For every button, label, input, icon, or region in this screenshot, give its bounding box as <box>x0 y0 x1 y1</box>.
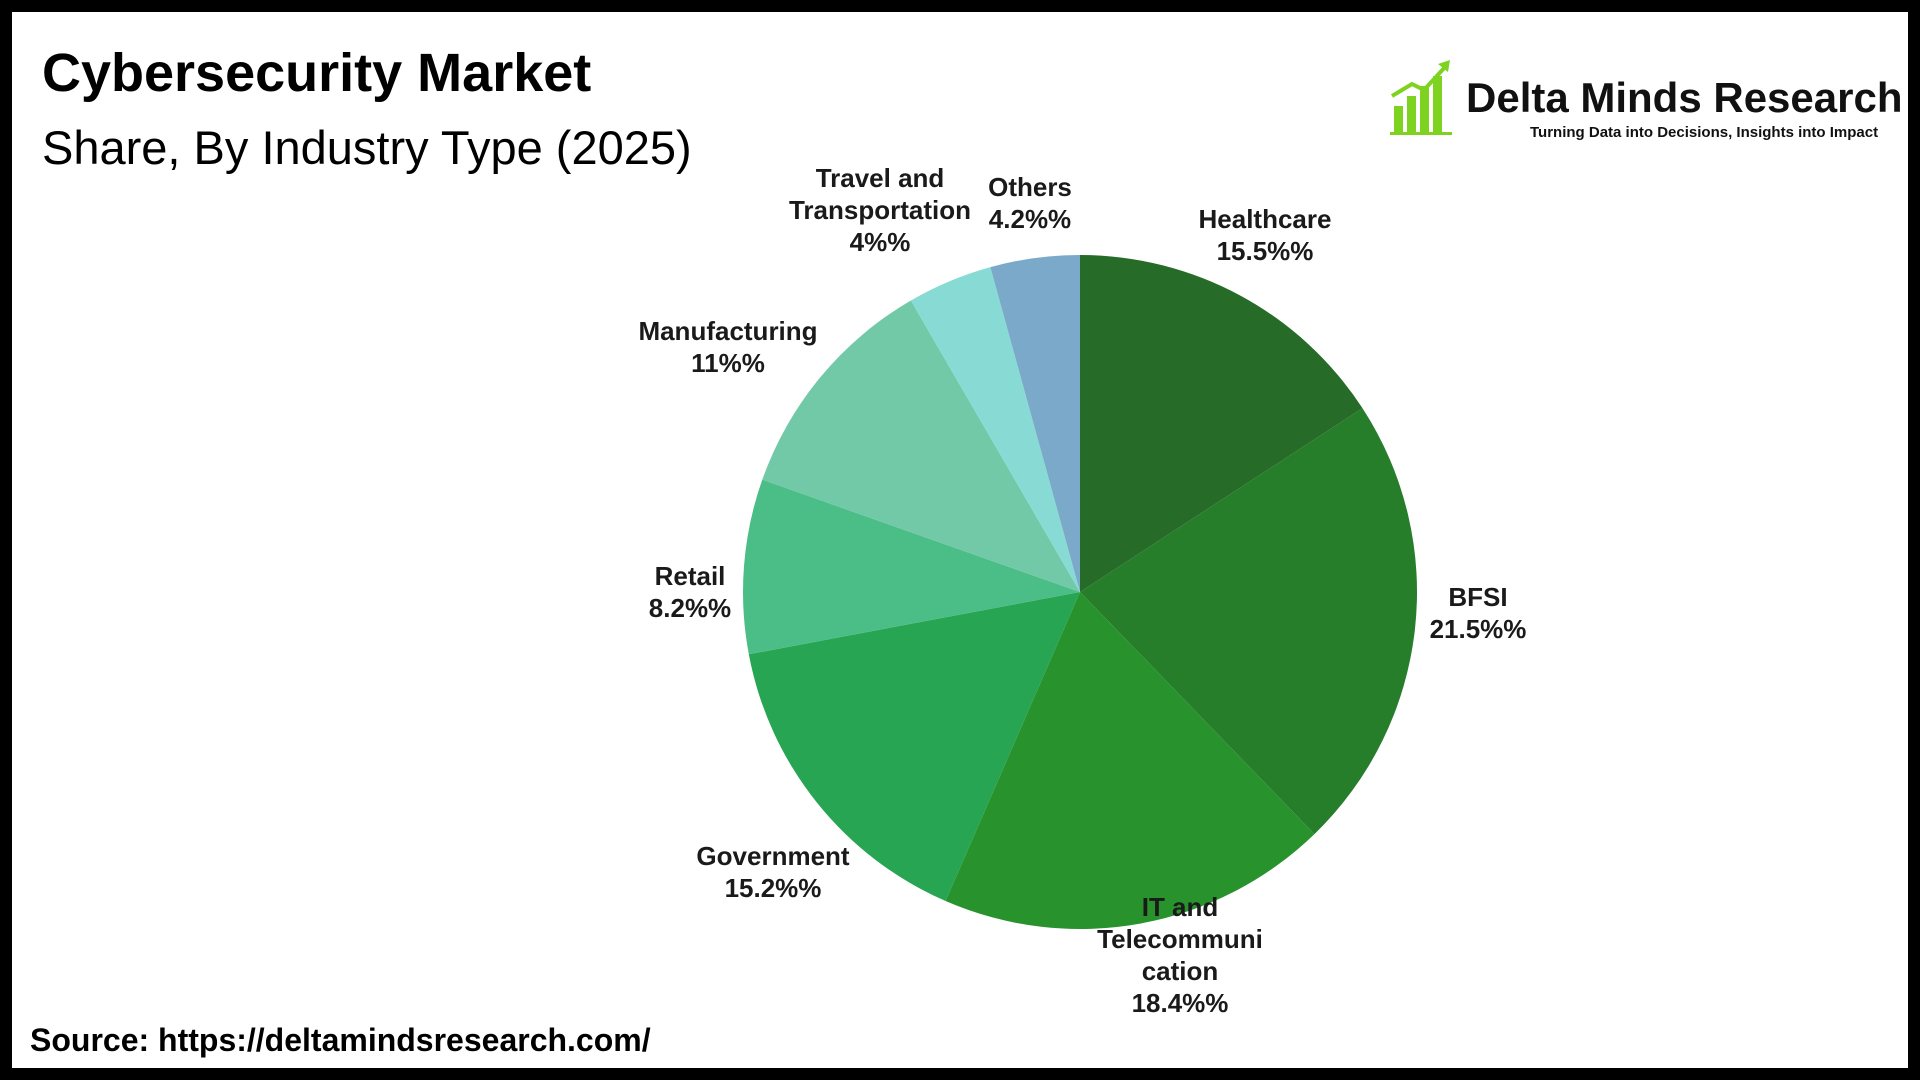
pie-slice-travel-and-transportation <box>910 267 1080 592</box>
slice-label-travel-and-transportation: Travel and <box>816 163 945 193</box>
pie-slice-it-and-telecommunication <box>945 592 1315 930</box>
brand-tagline: Turning Data into Decisions, Insights in… <box>1530 124 1879 141</box>
slice-label-it-and-telecommunication: Telecommuni <box>1097 924 1263 954</box>
pie-slice-government <box>748 592 1080 902</box>
slice-label-manufacturing: 11%% <box>691 348 765 378</box>
slice-label-government: Government <box>696 841 849 871</box>
slice-label-it-and-telecommunication: IT and <box>1142 892 1219 922</box>
chart-title: Cybersecurity Market <box>42 43 592 103</box>
slice-label-bfsi: 21.5%% <box>1430 614 1527 644</box>
slice-label-retail: Retail <box>655 561 726 591</box>
slice-label-bfsi: BFSI <box>1448 582 1507 612</box>
slice-label-it-and-telecommunication: cation <box>1142 956 1219 986</box>
pie-slice-healthcare <box>1080 255 1363 592</box>
chart-subtitle: Share, By Industry Type (2025) <box>42 121 692 174</box>
slice-label-travel-and-transportation: Transportation <box>789 195 971 225</box>
slice-label-others: Others <box>988 172 1072 202</box>
slice-label-healthcare: 15.5%% <box>1217 236 1314 266</box>
slice-label-it-and-telecommunication: 18.4%% <box>1132 988 1229 1018</box>
slice-label-retail: 8.2%% <box>649 593 731 623</box>
slice-label-healthcare: Healthcare <box>1199 204 1332 234</box>
bar-chart-growth-icon <box>1390 60 1452 135</box>
pie-slice-bfsi <box>1080 408 1418 835</box>
pie-slice-manufacturing <box>762 300 1080 592</box>
slice-label-manufacturing: Manufacturing <box>638 316 817 346</box>
pie-slice-retail <box>743 479 1080 655</box>
pie-slice-others <box>990 255 1080 592</box>
brand-name: Delta Minds Research <box>1466 74 1903 121</box>
slice-label-government: 15.2%% <box>725 873 822 903</box>
slice-label-travel-and-transportation: 4%% <box>850 227 911 257</box>
slice-label-others: 4.2%% <box>989 204 1071 234</box>
source-note: Source: https://deltamindsresearch.com/ <box>30 1022 651 1058</box>
brand-logo: Delta Minds Research Turning Data into D… <box>1390 56 1910 146</box>
